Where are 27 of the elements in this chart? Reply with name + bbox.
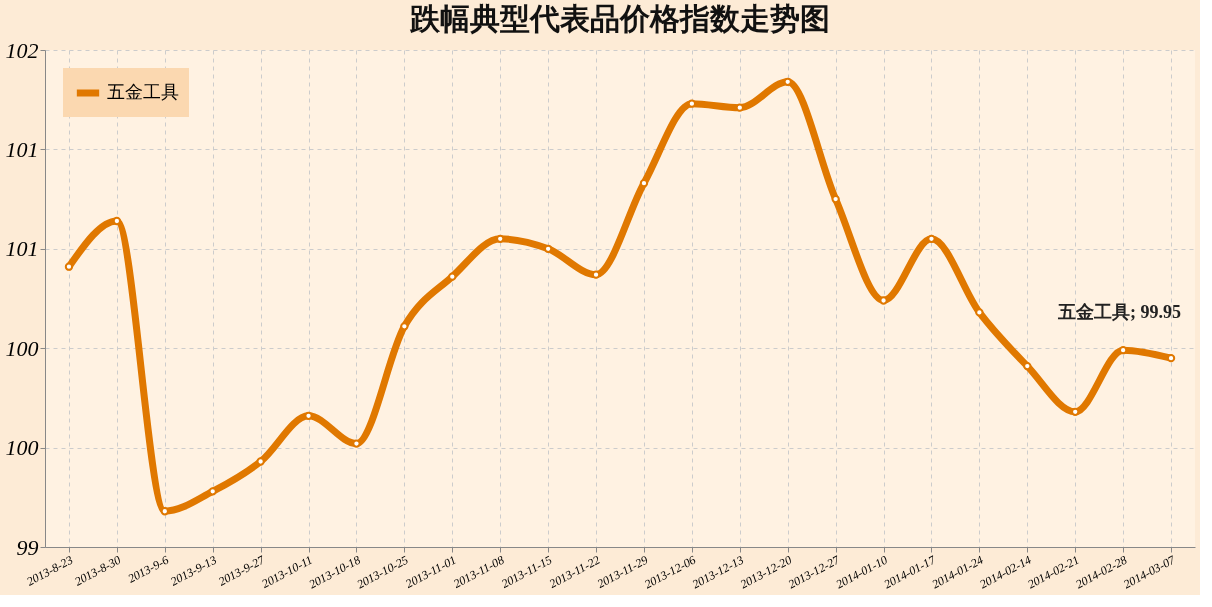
- point: [639, 179, 649, 188]
- point: [783, 77, 792, 86]
- point: [400, 322, 409, 331]
- point: [927, 234, 936, 244]
- legend-label: 五金工具: [107, 82, 179, 102]
- annotation: 五金工具; 99.95: [1057, 302, 1182, 323]
- y-tick-label: 101: [5, 236, 39, 262]
- point: [64, 262, 74, 271]
- y-tick-label: 102: [5, 37, 39, 63]
- point: [543, 244, 553, 253]
- point: [304, 411, 313, 420]
- point: [160, 507, 169, 516]
- point: [1023, 361, 1032, 371]
- point: [352, 439, 361, 448]
- point: [1166, 353, 1176, 363]
- point: [208, 487, 217, 496]
- point: [1071, 407, 1080, 416]
- y-tick-label: 100: [5, 435, 39, 461]
- point: [879, 296, 888, 305]
- y-tick-label: 101: [5, 136, 39, 162]
- point: [256, 457, 265, 466]
- point: [448, 272, 457, 281]
- y-tick-label: 100: [5, 335, 39, 361]
- chart-title: 跌幅典型代表品价格指数走势图: [409, 2, 830, 35]
- point: [975, 308, 984, 317]
- point: [831, 194, 840, 204]
- y-tick-label: 99: [16, 534, 39, 560]
